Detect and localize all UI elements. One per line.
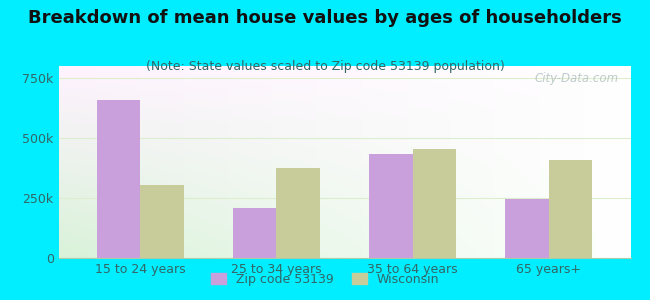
Bar bbox=[97, 100, 140, 258]
Bar bbox=[413, 149, 456, 258]
Text: Breakdown of mean house values by ages of householders: Breakdown of mean house values by ages o… bbox=[28, 9, 622, 27]
Bar bbox=[276, 168, 320, 258]
Bar bbox=[140, 185, 184, 258]
Bar bbox=[549, 160, 592, 258]
Text: City-Data.com: City-Data.com bbox=[535, 72, 619, 85]
Text: (Note: State values scaled to Zip code 53139 population): (Note: State values scaled to Zip code 5… bbox=[146, 60, 504, 73]
Bar bbox=[505, 199, 549, 258]
Bar bbox=[233, 208, 276, 258]
Legend: Zip code 53139, Wisconsin: Zip code 53139, Wisconsin bbox=[205, 268, 445, 291]
Bar bbox=[369, 154, 413, 258]
